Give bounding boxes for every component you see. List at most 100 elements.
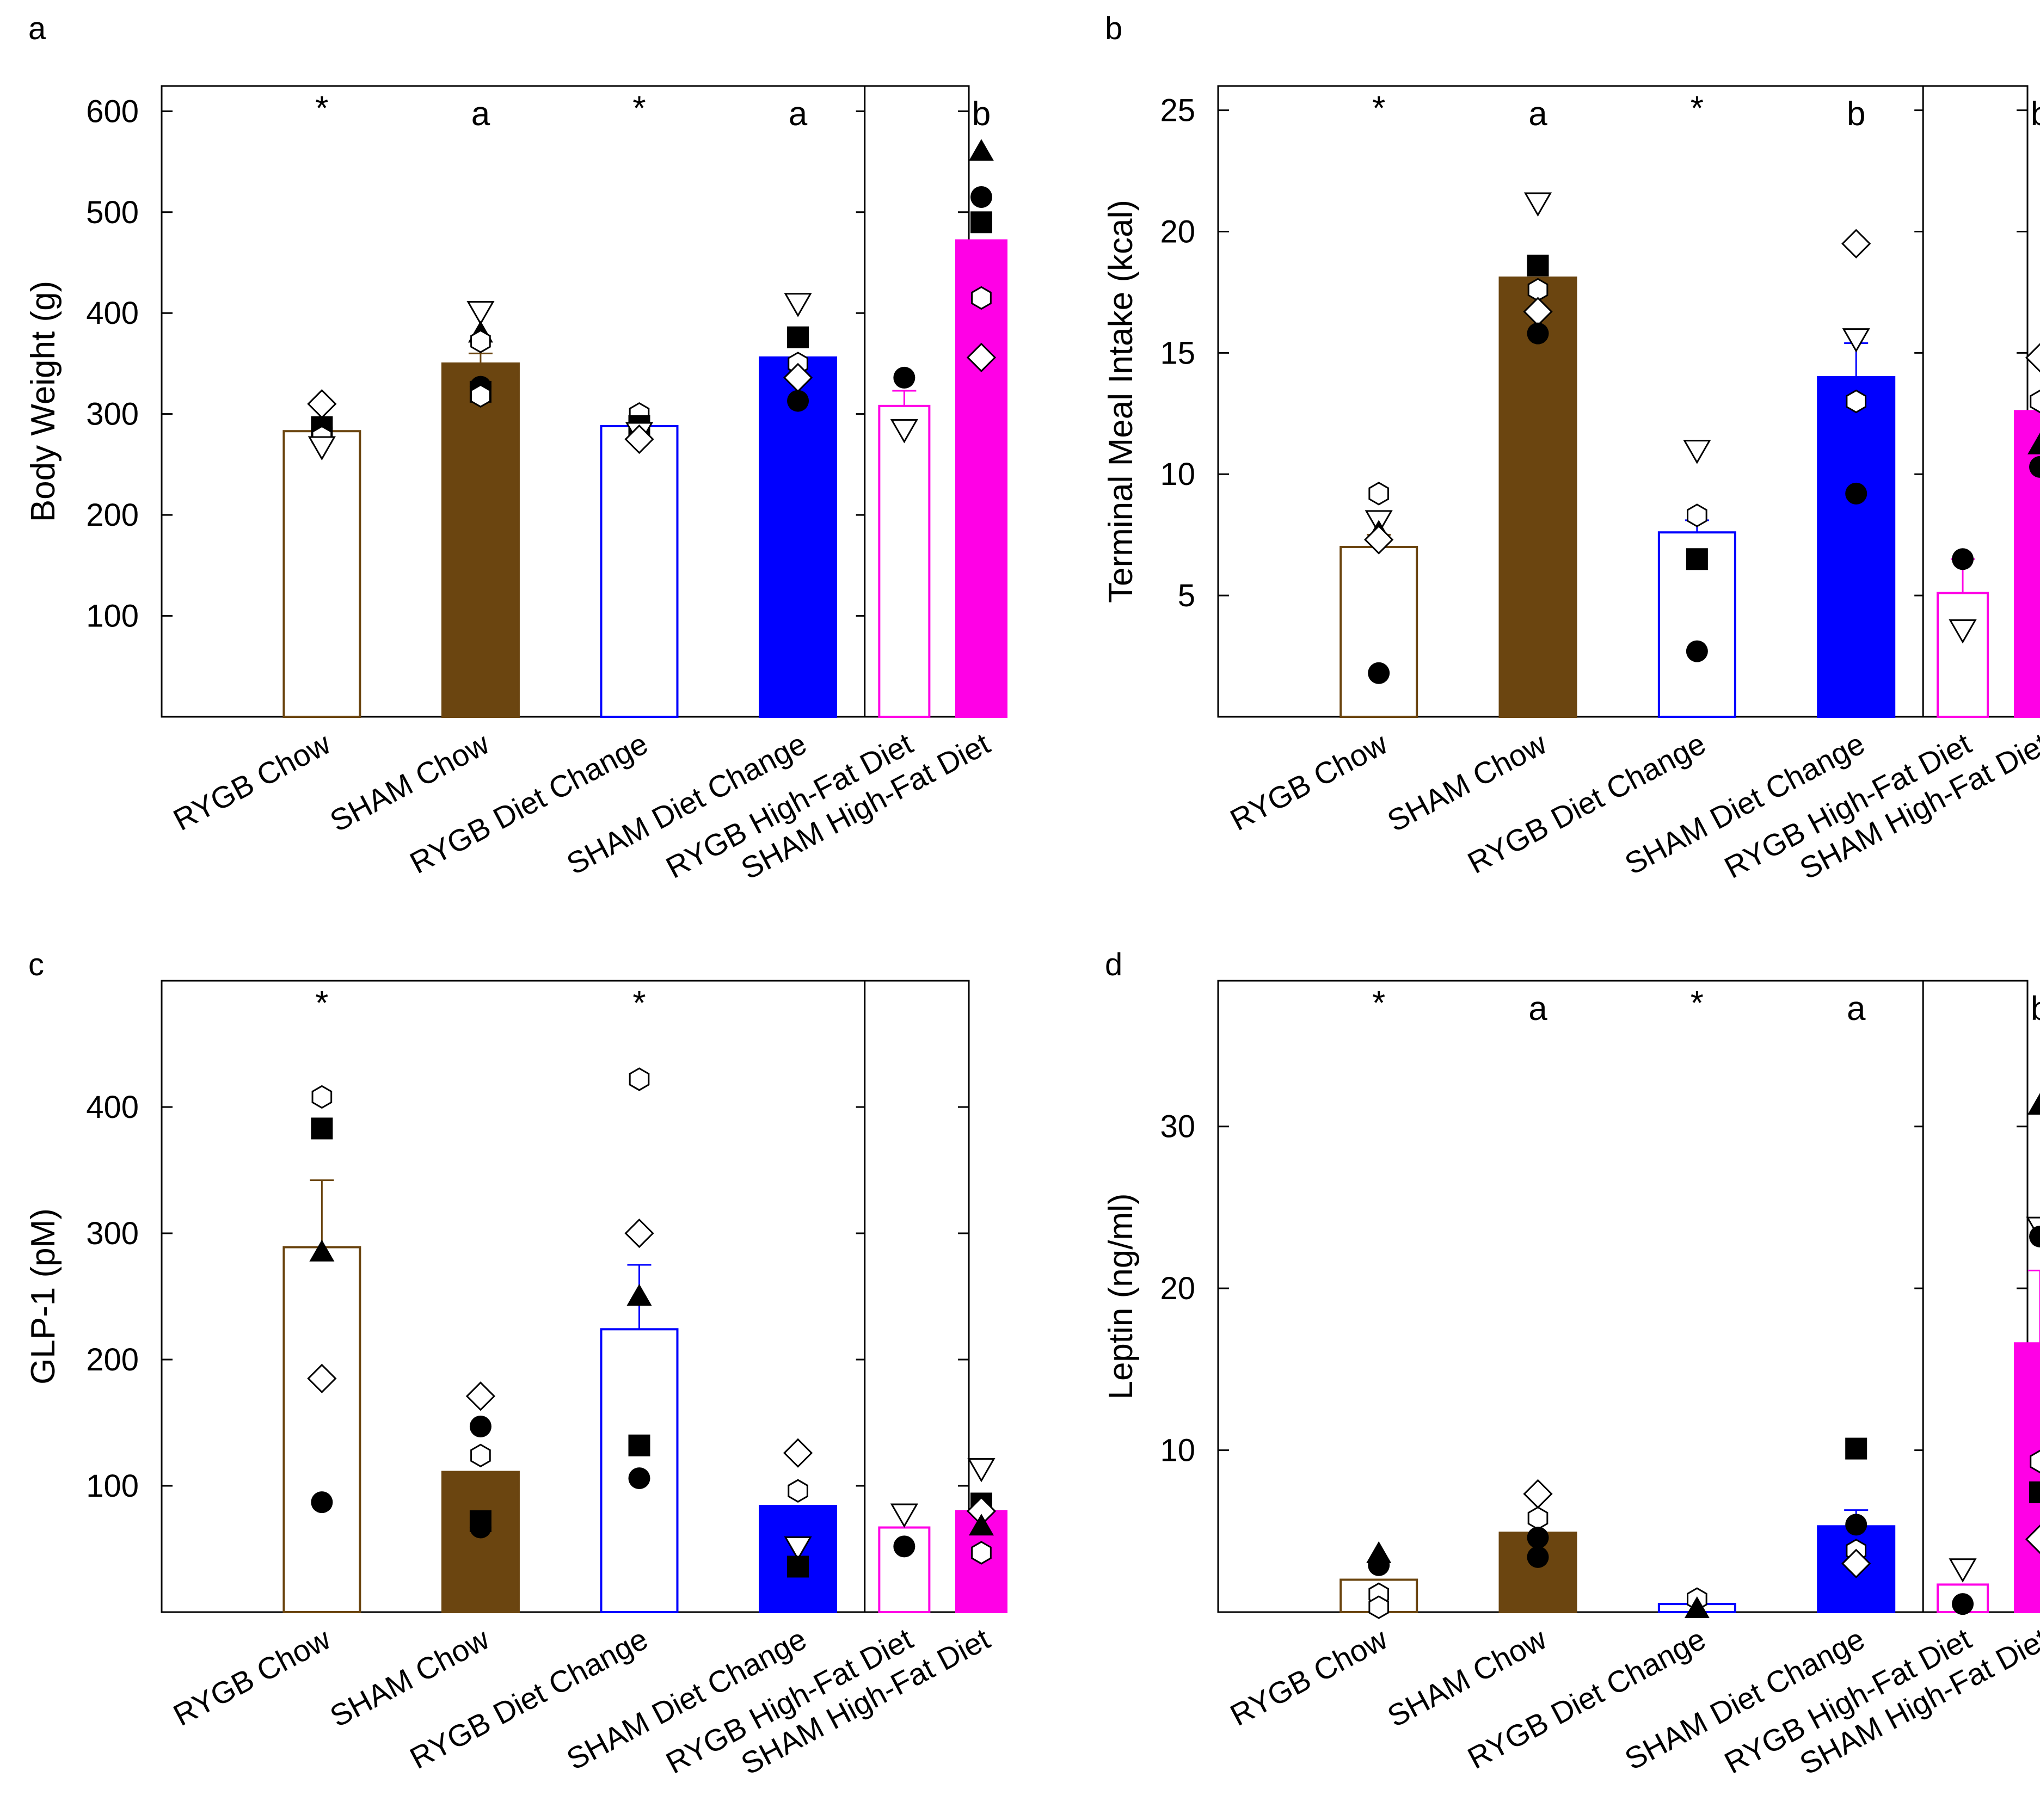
- y-axis-label: GLP-1 (pM): [24, 1208, 62, 1385]
- significance-label: a: [471, 95, 490, 133]
- tri-down-marker: [967, 1458, 996, 1483]
- circle-marker: [1952, 548, 1974, 570]
- circle-marker: [1952, 1593, 1974, 1615]
- panel-label: b: [1105, 11, 1122, 46]
- significance-label: a: [789, 95, 808, 133]
- bar: [1339, 545, 1418, 718]
- circle-marker: [469, 1516, 491, 1539]
- square-marker: [1845, 1437, 1867, 1460]
- diamond-marker: [1841, 1548, 1871, 1578]
- square-marker: [1527, 254, 1549, 276]
- y-tick-label: 200: [86, 497, 139, 533]
- circle-marker: [970, 186, 992, 208]
- diamond-marker: [966, 342, 997, 372]
- significance-label: *: [632, 90, 646, 127]
- hexagon-marker: [1368, 1595, 1389, 1619]
- circle-marker: [1527, 1546, 1549, 1568]
- y-tick-label: 15: [1160, 335, 1195, 371]
- hexagon-marker: [2030, 389, 2040, 414]
- bar: [759, 356, 838, 718]
- hexagon-marker: [629, 1067, 650, 1091]
- y-tick-label: 200: [86, 1342, 139, 1378]
- hexagon-marker: [1368, 482, 1389, 506]
- hexagon-marker: [311, 1085, 333, 1109]
- bar: [878, 404, 931, 718]
- hexagon-marker: [470, 384, 491, 408]
- circle-marker: [2029, 456, 2040, 478]
- tri-down-marker: [1683, 440, 1711, 464]
- y-tick-label: 300: [86, 1216, 139, 1251]
- diamond-marker: [1364, 525, 1394, 555]
- significance-label: a: [1528, 990, 1547, 1028]
- y-tick-label: 400: [86, 1090, 139, 1125]
- tri-down-marker: [466, 301, 495, 325]
- category-label: RYGB Chow: [1225, 726, 1393, 837]
- square-marker: [2029, 1481, 2040, 1503]
- hexagon-marker: [788, 1479, 808, 1503]
- panel-label: c: [28, 947, 44, 982]
- diamond-marker: [624, 424, 654, 454]
- y-tick-label: 30: [1160, 1109, 1195, 1145]
- circle-marker: [893, 1535, 915, 1558]
- y-tick-label: 300: [86, 397, 139, 432]
- bar: [282, 430, 361, 718]
- plot-frame: [1217, 980, 2029, 1613]
- category-label: RYGB Chow: [1225, 1621, 1393, 1732]
- panel-label: d: [1105, 947, 1122, 982]
- circle-marker: [1527, 322, 1549, 345]
- hexagon-marker: [1687, 503, 1707, 527]
- tri-down-marker: [1949, 619, 1977, 644]
- diamond-marker: [1523, 1479, 1553, 1509]
- circle-marker: [1527, 1527, 1549, 1549]
- tri-down-marker: [784, 1536, 812, 1561]
- significance-label: a: [1528, 95, 1547, 133]
- significance-label: a: [1847, 990, 1866, 1028]
- panel-label: a: [28, 11, 46, 46]
- category-label: RYGB Chow: [168, 1621, 336, 1732]
- significance-label: b: [2031, 990, 2040, 1028]
- square-marker: [970, 211, 992, 233]
- panel-b: b 5 10 15 20 25 Terminal Meal Intake (kcal) * RY…: [1102, 11, 2040, 886]
- circle-marker: [1368, 1554, 1390, 1576]
- square-marker: [787, 1555, 809, 1578]
- y-tick-label: 500: [86, 195, 139, 230]
- y-axis-label: Leptin (ng/ml): [1102, 1193, 1140, 1399]
- bar: [441, 362, 520, 718]
- circle-marker: [787, 390, 809, 412]
- significance-label: *: [1691, 985, 1704, 1022]
- hexagon-marker: [1846, 389, 1867, 414]
- diamond-marker: [465, 1381, 496, 1411]
- y-tick-label: 10: [1160, 457, 1195, 492]
- circle-marker: [2029, 1225, 2040, 1247]
- triangle-marker: [1684, 1596, 1710, 1619]
- tri-down-marker: [1842, 328, 1870, 353]
- y-axis-label: Body Weight (g): [24, 281, 62, 522]
- tri-down-marker: [890, 1503, 918, 1528]
- panel-a: a 100 200 300 400 500 600 Body Weight (g) * RYGB …: [24, 11, 1007, 886]
- hexagon-marker: [1527, 1506, 1549, 1530]
- diamond-marker: [307, 1363, 337, 1393]
- triangle-marker: [968, 139, 994, 161]
- y-tick-label: 400: [86, 296, 139, 331]
- hexagon-marker: [971, 1541, 992, 1565]
- circle-marker: [311, 1491, 333, 1514]
- significance-label: *: [315, 90, 328, 127]
- diamond-marker: [2025, 1524, 2040, 1554]
- plot-frame: [1217, 85, 2029, 718]
- tri-down-marker: [1949, 1558, 1977, 1583]
- circle-marker: [1686, 640, 1708, 662]
- tri-down-marker: [1523, 192, 1552, 217]
- significance-label: b: [1847, 95, 1865, 133]
- significance-label: *: [1691, 90, 1704, 127]
- square-marker: [628, 1434, 650, 1456]
- hexagon-marker: [2030, 1449, 2040, 1474]
- category-label: RYGB Chow: [168, 726, 336, 837]
- tri-down-marker: [784, 293, 812, 317]
- diamond-marker: [624, 1218, 654, 1249]
- diamond-marker: [307, 389, 337, 419]
- y-tick-label: 100: [86, 599, 139, 634]
- significance-label: *: [632, 985, 646, 1022]
